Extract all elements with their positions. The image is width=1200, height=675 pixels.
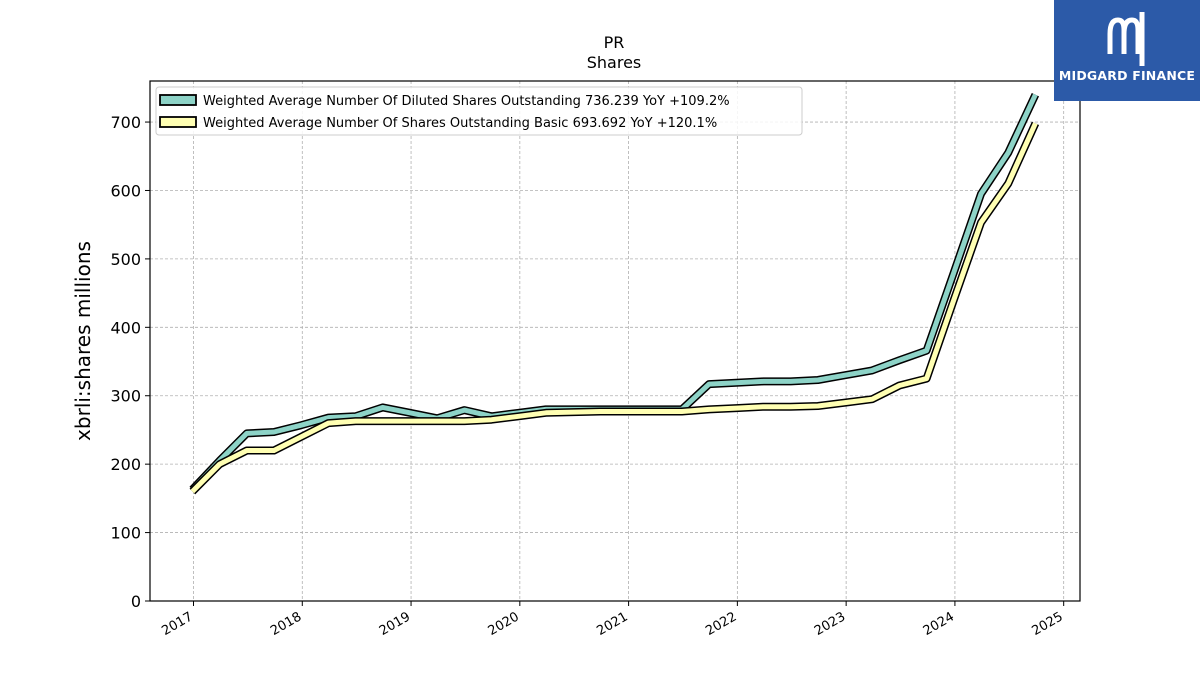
series-2	[189, 121, 1040, 495]
legend-swatch	[159, 94, 197, 106]
y-axis: 0 100 200 300 400 500 600 700	[110, 113, 150, 611]
x-tick-label: 2025	[1030, 609, 1066, 639]
y-tick-label: 700	[110, 113, 141, 132]
y-tick-label: 500	[110, 250, 141, 269]
logo-mark-icon	[1107, 12, 1145, 66]
logo-brand-text: MIDGARD FINANCE	[1058, 68, 1196, 83]
y-tick-label: 0	[131, 592, 141, 611]
chart-title: PR	[604, 33, 625, 52]
legend-box	[155, 86, 803, 136]
x-tick-label: 2023	[812, 609, 848, 639]
y-tick-label: 100	[110, 524, 141, 543]
x-tick-label: 2021	[594, 609, 630, 639]
y-tick-label: 600	[110, 181, 141, 200]
plot-frame	[149, 80, 1081, 602]
x-tick-label: 2020	[486, 609, 522, 639]
legend-entry: Weighted Average Number Of Shares Outsta…	[203, 116, 717, 131]
series-layer	[189, 93, 1040, 495]
y-tick-label: 300	[110, 387, 141, 406]
series-line	[190, 122, 1038, 494]
x-axis: 2017 2018 2019 2020 2021 2022 2023 2024 2025	[159, 601, 1066, 639]
y-axis-label: xbrli:shares millions	[71, 241, 95, 441]
x-tick-label: 2024	[921, 609, 957, 639]
x-tick-label: 2022	[703, 609, 739, 639]
y-tick-label: 200	[110, 455, 141, 474]
y-tick-label: 400	[110, 318, 141, 337]
series-line-outline	[189, 121, 1040, 495]
midgard-finance-logo: MIDGARD FINANCE	[1054, 0, 1200, 101]
grid-lines	[150, 81, 1080, 602]
legend-swatch	[159, 116, 197, 128]
chart-subtitle: Shares	[587, 53, 642, 72]
legend-entry: Weighted Average Number Of Diluted Share…	[203, 94, 730, 109]
x-tick-label: 2017	[159, 609, 195, 639]
x-tick-label: 2018	[268, 609, 304, 639]
legend: Weighted Average Number Of Diluted Share…	[155, 86, 803, 136]
x-tick-label: 2019	[377, 609, 413, 639]
